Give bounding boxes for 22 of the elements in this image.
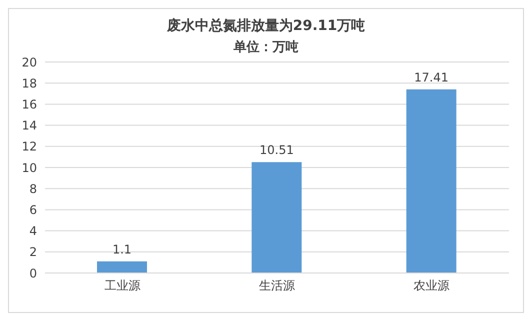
bar bbox=[406, 89, 456, 273]
chart-title: 废水中总氮排放量为29.11万吨 bbox=[166, 17, 366, 35]
y-tick-label: 0 bbox=[29, 266, 37, 280]
x-tick-label: 工业源 bbox=[104, 278, 140, 293]
y-tick-label: 2 bbox=[29, 245, 37, 260]
data-label: 17.41 bbox=[414, 70, 449, 84]
data-label: 1.1 bbox=[112, 242, 132, 256]
bar bbox=[97, 261, 147, 273]
x-tick-label: 农业源 bbox=[414, 278, 450, 293]
bar bbox=[252, 162, 302, 273]
y-tick-label: 10 bbox=[22, 160, 37, 175]
y-tick-label: 16 bbox=[22, 97, 37, 112]
data-label: 10.51 bbox=[259, 143, 294, 158]
x-tick-label: 生活源 bbox=[259, 278, 295, 293]
chart-subtitle: 单位：万吨 bbox=[232, 39, 300, 56]
y-tick-label: 14 bbox=[22, 118, 37, 133]
y-tick-label: 4 bbox=[29, 224, 37, 238]
y-tick-label: 6 bbox=[29, 202, 37, 217]
y-tick-label: 18 bbox=[22, 76, 37, 90]
y-tick-label: 12 bbox=[22, 140, 37, 154]
y-tick-label: 8 bbox=[29, 182, 37, 196]
y-tick-label: 20 bbox=[22, 55, 37, 70]
